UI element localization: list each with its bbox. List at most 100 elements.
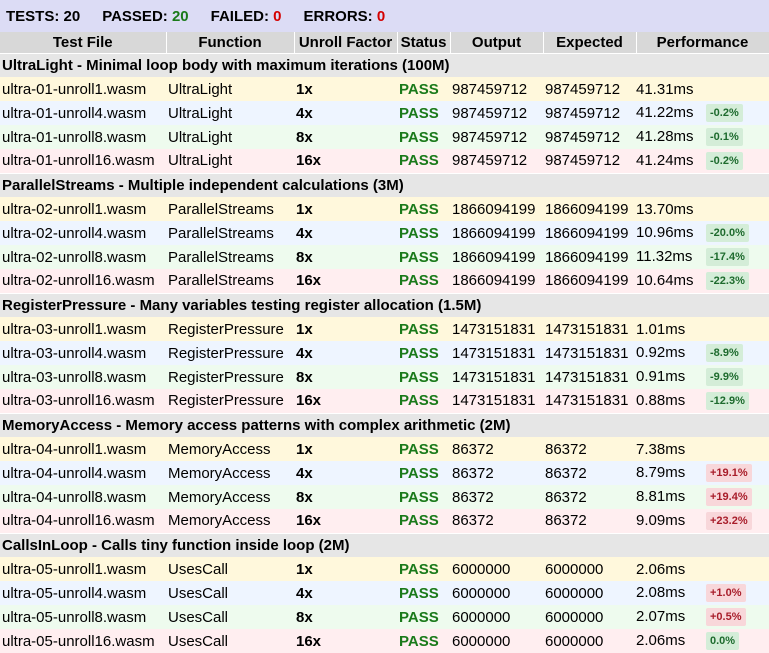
- cell-performance: 9.09ms +23.2%: [636, 509, 769, 533]
- cell-unroll-factor: 16x: [294, 389, 397, 413]
- tests-count: TESTS: 20: [6, 7, 81, 25]
- cell-function: RegisterPressure: [166, 389, 294, 413]
- cell-function: UltraLight: [166, 125, 294, 149]
- performance-delta-badge: -0.2%: [706, 151, 743, 170]
- cell-expected: 1866094199: [543, 245, 636, 269]
- cell-output: 1866094199: [450, 269, 543, 293]
- header-test-file: Test File: [0, 32, 167, 53]
- performance-delta-badge: -22.3%: [706, 271, 749, 290]
- performance-delta-badge: -20.0%: [706, 224, 749, 243]
- cell-unroll-factor: 4x: [294, 581, 397, 605]
- cell-test-file: ultra-05-unroll4.wasm: [0, 581, 166, 605]
- performance-time: 41.31ms: [636, 80, 694, 98]
- cell-function: ParallelStreams: [166, 245, 294, 269]
- cell-status: PASS: [397, 101, 450, 125]
- cell-performance: 2.08ms +1.0%: [636, 581, 769, 605]
- cell-output: 1866094199: [450, 197, 543, 221]
- cell-status: PASS: [397, 77, 450, 101]
- cell-test-file: ultra-03-unroll1.wasm: [0, 317, 166, 341]
- performance-delta-badge: -9.9%: [706, 368, 743, 387]
- performance-time: 41.28ms: [636, 127, 694, 145]
- test-summary-bar: TESTS: 20 PASSED: 20 FAILED: 0 ERRORS: 0: [0, 0, 769, 32]
- cell-status: PASS: [397, 221, 450, 245]
- failed-count: FAILED: 0: [210, 7, 282, 25]
- cell-expected: 1473151831: [543, 341, 636, 365]
- cell-test-file: ultra-04-unroll8.wasm: [0, 485, 166, 509]
- cell-unroll-factor: 1x: [294, 197, 397, 221]
- table-row: ultra-01-unroll16.wasm UltraLight 16x PASS 9…: [0, 149, 769, 173]
- cell-output: 987459712: [450, 149, 543, 173]
- performance-time: 0.88ms: [636, 391, 686, 409]
- performance-delta-badge: -8.9%: [706, 344, 743, 363]
- table-row: ultra-02-unroll1.wasm ParallelStreams 1x PA…: [0, 197, 769, 221]
- cell-expected: 1473151831: [543, 365, 636, 389]
- cell-performance: 13.70ms: [636, 197, 769, 221]
- performance-delta-badge: +23.2%: [706, 511, 752, 530]
- performance-time: 0.91ms: [636, 367, 686, 385]
- cell-unroll-factor: 1x: [294, 437, 397, 461]
- cell-function: UltraLight: [166, 101, 294, 125]
- table-row: ultra-01-unroll8.wasm UltraLight 8x PASS 987…: [0, 125, 769, 149]
- performance-delta-badge: +19.1%: [706, 464, 752, 483]
- performance-time: 2.07ms: [636, 607, 686, 625]
- cell-output: 86372: [450, 461, 543, 485]
- cell-expected: 86372: [543, 509, 636, 533]
- performance-time: 2.06ms: [636, 560, 686, 578]
- cell-expected: 6000000: [543, 581, 636, 605]
- header-status: Status: [397, 32, 451, 53]
- cell-expected: 1866094199: [543, 269, 636, 293]
- cell-performance: 2.07ms +0.5%: [636, 605, 769, 629]
- cell-status: PASS: [397, 389, 450, 413]
- cell-function: RegisterPressure: [166, 317, 294, 341]
- performance-time: 41.24ms: [636, 151, 694, 169]
- cell-function: UsesCall: [166, 629, 294, 653]
- cell-function: MemoryAccess: [166, 461, 294, 485]
- group-title: MemoryAccess - Memory access patterns wi…: [0, 412, 769, 437]
- cell-status: PASS: [397, 197, 450, 221]
- cell-unroll-factor: 8x: [294, 485, 397, 509]
- cell-unroll-factor: 8x: [294, 365, 397, 389]
- cell-test-file: ultra-04-unroll16.wasm: [0, 509, 166, 533]
- results-table: Test File Function Unroll Factor Status …: [0, 32, 769, 653]
- performance-delta-badge: +1.0%: [706, 584, 746, 603]
- table-row: ultra-04-unroll4.wasm MemoryAccess 4x PASS 8…: [0, 461, 769, 485]
- cell-function: MemoryAccess: [166, 437, 294, 461]
- cell-function: UsesCall: [166, 605, 294, 629]
- cell-test-file: ultra-01-unroll16.wasm: [0, 149, 166, 173]
- cell-function: RegisterPressure: [166, 341, 294, 365]
- cell-function: UltraLight: [166, 149, 294, 173]
- cell-unroll-factor: 16x: [294, 149, 397, 173]
- cell-function: RegisterPressure: [166, 365, 294, 389]
- table-row: ultra-03-unroll16.wasm RegisterPressure 16…: [0, 389, 769, 413]
- cell-performance: 10.64ms -22.3%: [636, 269, 769, 293]
- group-title: CallsInLoop - Calls tiny function inside…: [0, 532, 769, 557]
- cell-function: MemoryAccess: [166, 509, 294, 533]
- cell-output: 1473151831: [450, 341, 543, 365]
- cell-test-file: ultra-02-unroll16.wasm: [0, 269, 166, 293]
- cell-test-file: ultra-04-unroll1.wasm: [0, 437, 166, 461]
- performance-time: 8.79ms: [636, 463, 686, 481]
- performance-time: 10.96ms: [636, 223, 694, 241]
- cell-expected: 987459712: [543, 77, 636, 101]
- performance-time: 11.32ms: [636, 247, 693, 265]
- cell-expected: 6000000: [543, 629, 636, 653]
- table-row: ultra-05-unroll16.wasm UsesCall 16x PASS 600…: [0, 629, 769, 653]
- performance-time: 13.70ms: [636, 200, 694, 218]
- performance-time: 7.38ms: [636, 440, 686, 458]
- performance-time: 1.01ms: [636, 320, 686, 338]
- cell-unroll-factor: 4x: [294, 101, 397, 125]
- table-row: ultra-04-unroll16.wasm MemoryAccess 16x PAS…: [0, 509, 769, 533]
- cell-status: PASS: [397, 461, 450, 485]
- performance-delta-badge: -12.9%: [706, 391, 749, 410]
- cell-test-file: ultra-02-unroll4.wasm: [0, 221, 166, 245]
- cell-status: PASS: [397, 581, 450, 605]
- cell-status: PASS: [397, 605, 450, 629]
- cell-test-file: ultra-05-unroll1.wasm: [0, 557, 166, 581]
- cell-output: 987459712: [450, 101, 543, 125]
- cell-status: PASS: [397, 509, 450, 533]
- cell-status: PASS: [397, 341, 450, 365]
- cell-expected: 6000000: [543, 605, 636, 629]
- cell-unroll-factor: 1x: [294, 317, 397, 341]
- cell-status: PASS: [397, 437, 450, 461]
- cell-expected: 86372: [543, 461, 636, 485]
